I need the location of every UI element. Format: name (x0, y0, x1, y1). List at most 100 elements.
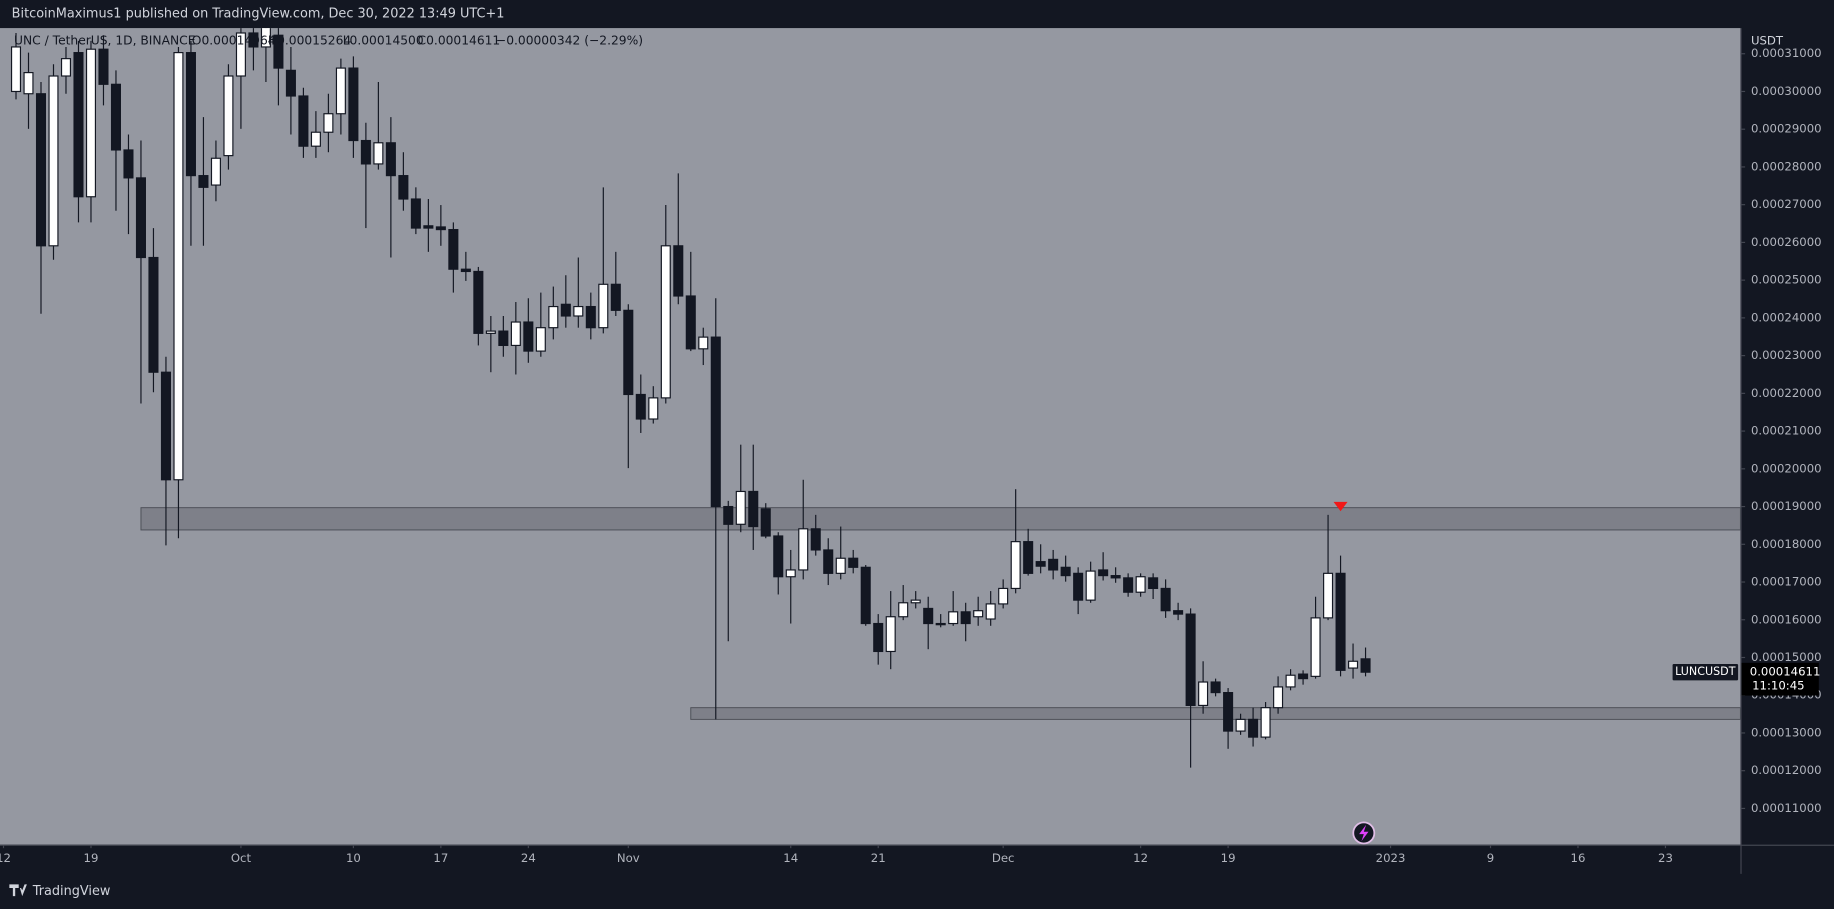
x-tick-label: 14 (783, 851, 798, 865)
symbol-label-box (1672, 663, 1739, 681)
candle-body (1060, 566, 1071, 577)
x-tick-label: 19 (1221, 851, 1236, 865)
y-axis-label: USDT (1751, 33, 1784, 47)
candle-body (573, 305, 584, 317)
candle-body (1085, 570, 1096, 601)
candle-body (698, 336, 709, 350)
candle-body (510, 321, 521, 347)
candle-body (523, 321, 534, 352)
candle-body (398, 175, 409, 200)
y-tick-label: 0.00017000 (1751, 575, 1822, 589)
legend-open: O0.00014964 (192, 33, 276, 47)
candle-body (998, 587, 1009, 605)
x-tick-label: 19 (84, 851, 99, 865)
candle-body (185, 52, 196, 177)
signal-marker (1333, 501, 1348, 512)
candle-body (423, 225, 434, 229)
x-tick-label: Dec (992, 851, 1015, 865)
candle-body (73, 52, 84, 198)
candle-body (98, 48, 109, 85)
candle-body (1335, 572, 1346, 671)
candle-body (173, 52, 184, 481)
plot-area (0, 28, 1741, 845)
candle-body (135, 177, 146, 259)
y-tick-label: 0.00027000 (1751, 197, 1822, 211)
candle-body (648, 397, 659, 420)
candle-body (460, 268, 471, 273)
candle-body (335, 67, 346, 115)
candle-body (1098, 569, 1109, 577)
candle-body (848, 557, 859, 568)
candle-body (1135, 576, 1146, 593)
candle-body (985, 603, 996, 620)
candle-body (723, 505, 734, 525)
candle-body (910, 599, 921, 604)
candle-body (1310, 617, 1321, 677)
x-tick-label: 17 (433, 851, 448, 865)
y-tick-label: 0.00025000 (1751, 273, 1822, 287)
x-tick-label: 24 (521, 851, 536, 865)
candle-body (1110, 575, 1121, 579)
y-tick-label: 0.00012000 (1751, 763, 1822, 777)
candle-body (710, 336, 721, 508)
y-tick-label: 0.00011000 (1751, 801, 1822, 815)
candle-body (1048, 558, 1059, 571)
candle-body (560, 303, 571, 317)
candle-body (48, 75, 59, 247)
candle-body (410, 198, 421, 229)
candle-body (373, 142, 384, 165)
candle-body (235, 32, 246, 77)
candle-body (623, 309, 634, 396)
candle-body (85, 48, 97, 198)
y-tick-label: 0.00023000 (1751, 348, 1822, 362)
candle-body (635, 393, 646, 420)
zone (690, 707, 1741, 720)
candle-body (1285, 674, 1296, 688)
candle-body (298, 95, 309, 147)
legend-symbol: UNC / TetherUS, 1D, BINANCE (14, 33, 195, 47)
countdown-label: 11:10:45 (1752, 679, 1804, 693)
candle-body (973, 610, 984, 618)
candle-body (1323, 572, 1334, 619)
candle-body (535, 327, 546, 352)
candle-body (23, 72, 34, 95)
candle-body (1198, 681, 1209, 707)
candle-body (1273, 686, 1284, 709)
candle-body (223, 75, 234, 157)
x-tick-label: 12 (1133, 851, 1148, 865)
candle-body (485, 330, 496, 334)
candle-body (1123, 577, 1134, 593)
y-tick-label: 0.00018000 (1751, 537, 1822, 551)
candle-body (435, 226, 446, 231)
candle-body (1235, 718, 1246, 732)
legend-change: −0.00000342 (−2.29%) (496, 33, 643, 47)
price-label: 0.00014611 (1750, 665, 1821, 679)
candle-body (1185, 613, 1196, 707)
y-tick-label: 0.00026000 (1751, 235, 1822, 249)
y-tick-label: 0.00020000 (1751, 461, 1822, 475)
candle-body (448, 228, 459, 270)
x-tick-label: 12 (0, 851, 11, 865)
candle-body (60, 58, 72, 77)
candle-body (148, 256, 159, 373)
candle-body (735, 490, 746, 525)
brand: TradingView (32, 884, 111, 899)
candle-body (348, 67, 359, 142)
x-tick-label: 21 (871, 851, 886, 865)
candle-body (385, 142, 396, 177)
candle-body (873, 622, 884, 653)
candle-body (123, 149, 134, 179)
candle-body (585, 305, 596, 329)
x-tick-label: 23 (1658, 851, 1673, 865)
candle-body (1073, 572, 1084, 601)
y-tick-label: 0.00031000 (1751, 46, 1822, 60)
symbol-label: LUNCUSDT (1675, 665, 1736, 678)
x-tick-label: 2023 (1376, 851, 1406, 865)
x-tick-label: Oct (231, 851, 252, 865)
event-icon (1352, 821, 1376, 845)
candle-body (810, 528, 821, 551)
candle-body (898, 602, 909, 618)
candle-body (1148, 577, 1159, 590)
candle-body (1248, 718, 1259, 738)
